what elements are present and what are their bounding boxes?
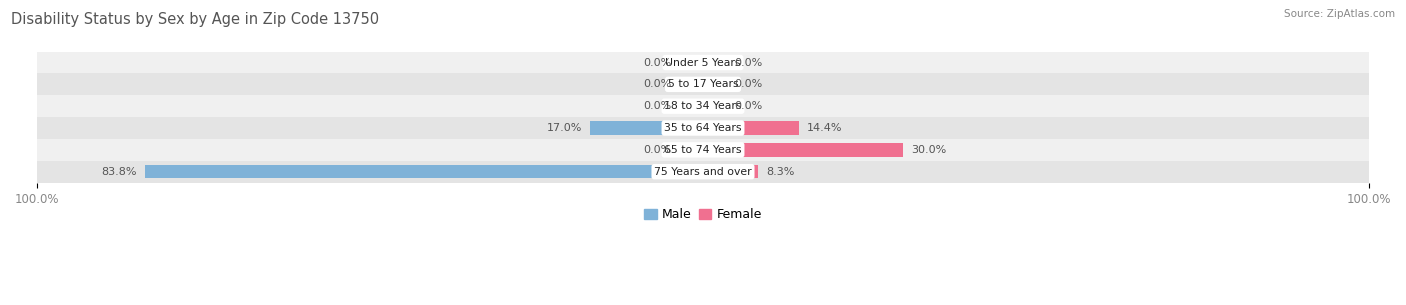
Bar [703,143,903,157]
Bar [37,117,1369,139]
Text: 5 to 17 Years: 5 to 17 Years [668,79,738,89]
Text: 75 Years and over: 75 Years and over [654,167,752,177]
Bar [703,99,727,113]
Text: 8.3%: 8.3% [766,167,794,177]
Text: 0.0%: 0.0% [644,145,672,155]
Text: 83.8%: 83.8% [101,167,138,177]
Text: 65 to 74 Years: 65 to 74 Years [664,145,742,155]
Bar [37,161,1369,183]
Bar [703,56,727,69]
Text: 0.0%: 0.0% [644,79,672,89]
Bar [37,95,1369,117]
Legend: Male, Female: Male, Female [640,203,766,226]
Text: 0.0%: 0.0% [644,101,672,111]
Bar [679,99,703,113]
Text: 30.0%: 30.0% [911,145,946,155]
Bar [591,121,703,135]
Bar [679,77,703,91]
Bar [703,165,758,178]
Text: Disability Status by Sex by Age in Zip Code 13750: Disability Status by Sex by Age in Zip C… [11,12,380,27]
Bar [703,77,727,91]
Text: 0.0%: 0.0% [734,101,762,111]
Text: 0.0%: 0.0% [734,79,762,89]
Bar [145,165,703,178]
Bar [37,139,1369,161]
Bar [703,121,799,135]
Text: 18 to 34 Years: 18 to 34 Years [664,101,742,111]
Bar [37,74,1369,95]
Text: Under 5 Years: Under 5 Years [665,58,741,67]
Bar [679,143,703,157]
Text: 0.0%: 0.0% [734,58,762,67]
Text: 35 to 64 Years: 35 to 64 Years [664,123,742,133]
Text: Source: ZipAtlas.com: Source: ZipAtlas.com [1284,9,1395,19]
Bar [37,52,1369,74]
Text: 14.4%: 14.4% [807,123,842,133]
Text: 17.0%: 17.0% [547,123,582,133]
Text: 0.0%: 0.0% [644,58,672,67]
Bar [679,56,703,69]
